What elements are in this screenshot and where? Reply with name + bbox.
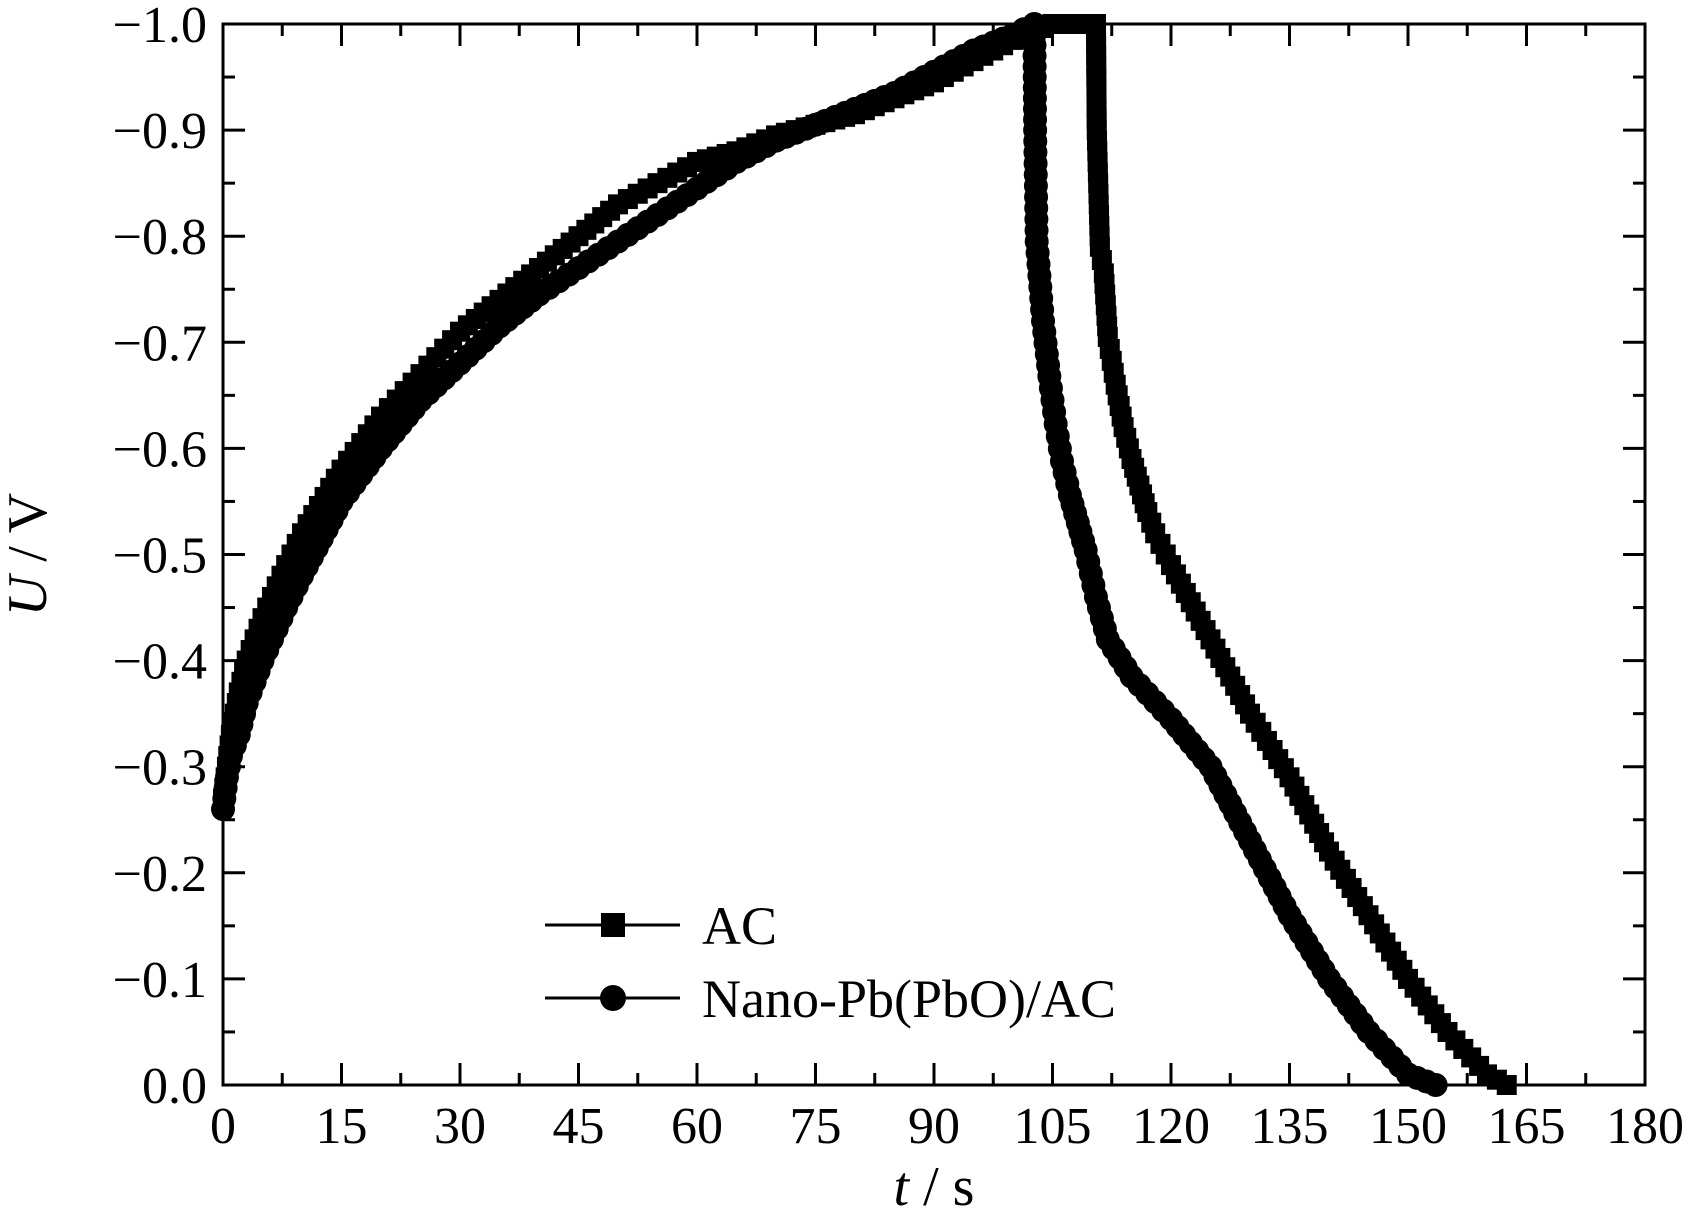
y-tick-label: −0.7	[113, 315, 207, 372]
x-tick-label: 90	[908, 1098, 960, 1155]
x-tick-label: 105	[1014, 1098, 1092, 1155]
axes-layer: 0 15 30 45 60 75 90 105 120 135 150 165 180 0.0 −0.1 −0…	[113, 0, 1684, 1155]
y-tick-label: −0.8	[113, 209, 207, 266]
plot-frame	[221, 22, 1647, 1087]
x-axis-label: t / s	[894, 1156, 975, 1218]
x-tick-label: 30	[434, 1098, 486, 1155]
y-tick-label: −0.9	[113, 103, 207, 160]
axis-labels: t / s U / V	[0, 493, 974, 1218]
y-axis-label-var: U	[0, 572, 59, 616]
x-tick-label: 135	[1251, 1098, 1329, 1155]
x-tick-label: 120	[1132, 1098, 1210, 1155]
x-tick-label: 180	[1606, 1098, 1684, 1155]
x-axis-label-unit: / s	[909, 1156, 974, 1218]
series-nano-pb-pbo-ac	[211, 12, 1448, 1097]
x-tick-label: 15	[316, 1098, 368, 1155]
y-tick-label: −1.0	[113, 0, 207, 54]
legend-item: AC	[545, 896, 777, 956]
series-layer	[211, 12, 1517, 1097]
x-tick-label: 150	[1369, 1098, 1447, 1155]
series-line	[221, 22, 1508, 1087]
legend-label: AC	[702, 896, 777, 956]
x-tick-label: 165	[1488, 1098, 1566, 1155]
y-tick-label: −0.2	[113, 846, 207, 903]
x-axis-label-var: t	[894, 1156, 911, 1218]
y-tick-label: −0.3	[113, 740, 207, 797]
y-tick-label: 0.0	[142, 1058, 207, 1115]
legend-item: Nano-Pb(PbO)/AC	[545, 969, 1116, 1029]
y-tick-label: −0.1	[113, 952, 207, 1009]
y-axis-label: U / V	[0, 493, 59, 616]
y-axis-label-unit: / V	[0, 493, 59, 576]
series-line	[221, 21, 1437, 1087]
legend-label: Nano-Pb(PbO)/AC	[702, 969, 1116, 1029]
x-tick-label: 60	[671, 1098, 723, 1155]
y-tick-label: −0.5	[113, 528, 207, 585]
legend: AC Nano-Pb(PbO)/AC	[545, 896, 1116, 1029]
series-ac	[213, 14, 1517, 1095]
x-tick-label: 45	[553, 1098, 605, 1155]
x-tick-label: 0	[210, 1098, 236, 1155]
legend-marker-square	[601, 913, 625, 937]
y-tick-label: −0.4	[113, 634, 207, 691]
legend-marker-circle	[600, 985, 626, 1011]
x-tick-label: 75	[790, 1098, 842, 1155]
y-tick-label: −0.6	[113, 421, 207, 478]
